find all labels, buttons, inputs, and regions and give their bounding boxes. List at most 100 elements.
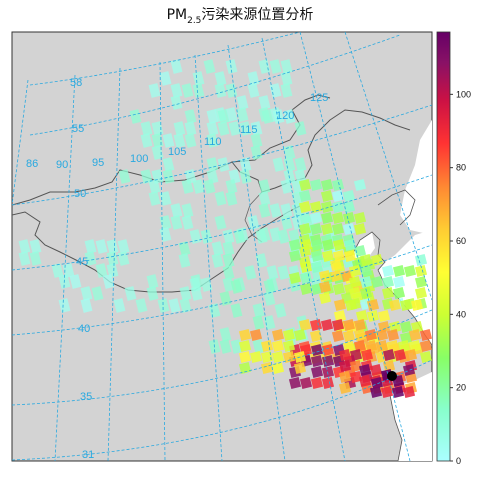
source-cell bbox=[310, 376, 324, 390]
lon-label: 110 bbox=[204, 136, 222, 148]
source-cell bbox=[404, 348, 418, 362]
source-cell bbox=[118, 169, 131, 184]
source-cell bbox=[222, 265, 235, 280]
source-cell bbox=[252, 315, 265, 330]
source-cell bbox=[321, 376, 335, 390]
source-cell bbox=[298, 178, 312, 192]
source-cell bbox=[178, 241, 191, 256]
source-cell bbox=[258, 191, 271, 206]
source-cell bbox=[238, 350, 252, 364]
source-cell bbox=[348, 286, 362, 300]
source-cell bbox=[184, 121, 197, 136]
source-cell bbox=[159, 71, 172, 86]
source-cell bbox=[272, 157, 285, 172]
source-cell bbox=[381, 264, 395, 278]
source-cell bbox=[124, 286, 137, 301]
source-cell bbox=[29, 251, 42, 266]
source-cell bbox=[309, 200, 323, 214]
source-cell bbox=[321, 249, 335, 263]
coast-line-south bbox=[389, 394, 403, 461]
source-cell bbox=[399, 298, 413, 312]
lon-label: 125 bbox=[310, 92, 328, 104]
source-cell bbox=[320, 178, 334, 192]
source-cell bbox=[403, 264, 417, 278]
source-cell bbox=[393, 348, 407, 362]
source-cell bbox=[419, 339, 432, 353]
source-cell bbox=[184, 109, 197, 124]
source-cell bbox=[222, 277, 235, 292]
source-cell bbox=[382, 348, 396, 362]
source-cell bbox=[222, 241, 235, 256]
source-cell bbox=[106, 239, 119, 254]
source-cell bbox=[410, 298, 424, 312]
parallel-line bbox=[12, 244, 432, 336]
meridian-line bbox=[299, 32, 411, 461]
source-cell bbox=[381, 286, 395, 300]
parallel-line bbox=[12, 104, 432, 206]
source-cell bbox=[309, 329, 323, 343]
source-cell bbox=[309, 222, 323, 236]
source-cell bbox=[280, 203, 293, 218]
source-cell bbox=[69, 274, 82, 289]
source-cell bbox=[214, 215, 227, 230]
source-cell bbox=[129, 109, 142, 124]
source-cell bbox=[310, 238, 324, 252]
source-cell bbox=[80, 286, 93, 301]
source-cell bbox=[249, 350, 263, 364]
source-cell bbox=[377, 309, 391, 323]
source-cell bbox=[338, 370, 352, 384]
source-cell bbox=[91, 286, 104, 301]
source-cell bbox=[299, 260, 313, 274]
source-cell bbox=[353, 318, 367, 332]
parallel-line bbox=[12, 174, 432, 271]
meridian-line bbox=[54, 74, 76, 461]
source-cell bbox=[280, 179, 293, 194]
source-cell bbox=[113, 298, 126, 313]
source-cell bbox=[250, 133, 263, 148]
source-cell bbox=[170, 59, 183, 74]
source-cell bbox=[269, 83, 282, 98]
source-cell bbox=[310, 260, 324, 274]
source-cell bbox=[342, 318, 356, 332]
source-cell bbox=[189, 229, 202, 244]
source-cell bbox=[255, 253, 268, 268]
source-cell bbox=[58, 298, 71, 313]
source-cell bbox=[173, 133, 186, 148]
source-cell bbox=[236, 95, 249, 110]
source-cell bbox=[349, 359, 363, 373]
source-cell bbox=[332, 249, 346, 263]
mongolia-border bbox=[12, 94, 331, 206]
source-cell bbox=[217, 109, 230, 124]
source-cell bbox=[310, 249, 324, 263]
source-cell bbox=[238, 339, 252, 353]
colorbar-tick-label: 60 bbox=[456, 236, 466, 246]
source-cell bbox=[320, 189, 334, 203]
source-cell bbox=[342, 200, 356, 214]
source-cell bbox=[95, 263, 108, 278]
lon-label: 100 bbox=[130, 153, 148, 165]
colorbar-tick-label: 40 bbox=[456, 309, 466, 319]
source-cell bbox=[353, 244, 367, 258]
source-cell bbox=[382, 359, 396, 373]
parallel-line bbox=[12, 309, 432, 406]
source-cell bbox=[206, 121, 219, 136]
source-cell bbox=[358, 374, 372, 388]
source-cell bbox=[181, 179, 194, 194]
source-cell bbox=[225, 83, 238, 98]
source-cell bbox=[95, 239, 108, 254]
source-cell bbox=[349, 370, 363, 384]
source-cell bbox=[344, 298, 358, 312]
source-cell bbox=[151, 145, 164, 160]
source-cell bbox=[258, 95, 271, 110]
source-cell bbox=[250, 145, 263, 160]
source-cell bbox=[189, 277, 202, 292]
source-cell bbox=[338, 348, 352, 362]
source-cell bbox=[239, 121, 252, 136]
source-cell bbox=[370, 275, 384, 289]
source-cell bbox=[343, 249, 357, 263]
source-cells bbox=[18, 59, 432, 399]
source-cell bbox=[225, 59, 238, 74]
source-cell bbox=[359, 275, 373, 289]
source-cell bbox=[298, 200, 312, 214]
source-cell bbox=[239, 157, 252, 172]
